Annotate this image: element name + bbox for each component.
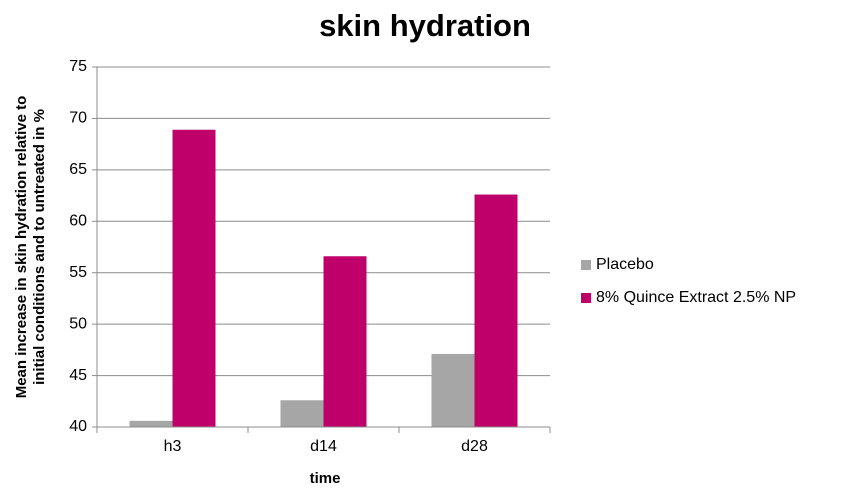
legend-label: Placebo — [596, 256, 654, 273]
y-axis-label-line: Mean increase in skin hydration relative… — [13, 96, 30, 399]
y-tick-label: 60 — [69, 213, 87, 230]
bar — [129, 420, 173, 427]
x-tick-label: d14 — [310, 438, 337, 455]
y-axis-label: Mean increase in skin hydration relative… — [13, 96, 48, 399]
chart-title: skin hydration — [319, 8, 531, 43]
y-tick-label: 40 — [69, 418, 87, 435]
bar — [323, 256, 367, 427]
legend-swatch — [581, 260, 591, 270]
y-axis-label-line: initial conditions and to untreated in % — [31, 109, 48, 385]
legend-swatch — [581, 293, 591, 303]
x-axis-label: time — [310, 470, 341, 487]
x-tick-label: d28 — [461, 438, 488, 455]
legend-label: 8% Quince Extract 2.5% NP — [596, 289, 796, 306]
x-tick-label: h3 — [164, 438, 182, 455]
bar — [280, 400, 324, 427]
y-tick-label: 65 — [69, 161, 87, 178]
y-tick-label: 45 — [69, 367, 87, 384]
bar — [474, 194, 518, 427]
y-tick-label: 50 — [69, 315, 87, 332]
bar — [172, 129, 216, 427]
bar — [431, 353, 475, 427]
y-tick-label: 55 — [69, 264, 87, 281]
y-tick-label: 70 — [69, 110, 87, 127]
y-tick-label: 75 — [69, 58, 87, 75]
